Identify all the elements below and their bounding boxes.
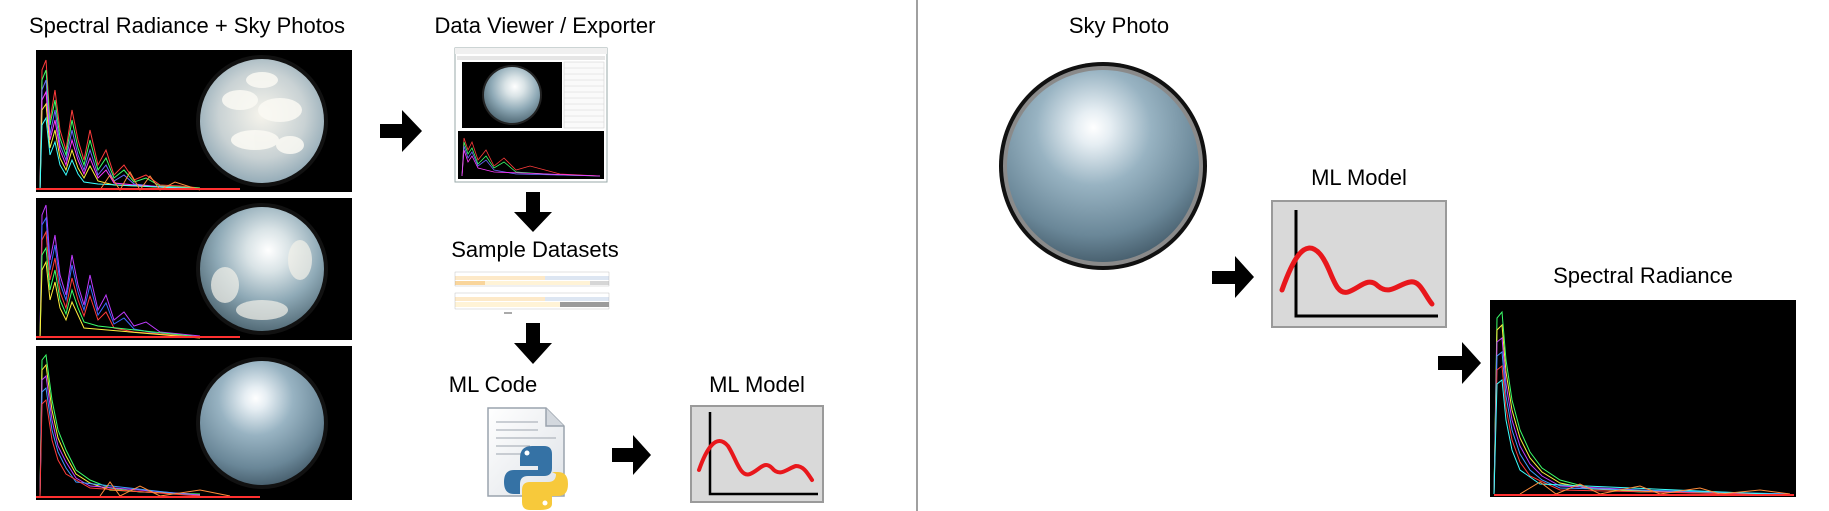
spectra-sky-image-2 — [36, 198, 352, 340]
spectra-sky-image-3 — [36, 346, 352, 500]
sky-photo-image — [999, 62, 1207, 270]
arrow-to-model-left — [612, 435, 651, 475]
output-label: Spectral Radiance — [1553, 263, 1733, 288]
arrow-to-datasets — [514, 192, 552, 232]
spectra-sky-image-1 — [36, 50, 352, 192]
model-label-left: ML Model — [709, 372, 805, 397]
code-label: ML Code — [449, 372, 537, 397]
arrow-to-viewer — [380, 110, 422, 152]
ml-model-chart-left — [690, 405, 824, 503]
model-label-right: ML Model — [1311, 165, 1407, 190]
stage1-label: Spectral Radiance + Sky Photos — [29, 13, 345, 38]
arrow-to-code — [514, 323, 552, 364]
viewer-label: Data Viewer / Exporter — [435, 13, 656, 38]
datasets-label: Sample Datasets — [451, 237, 619, 262]
arrow-to-output — [1438, 342, 1481, 384]
ml-model-chart-right — [1271, 200, 1447, 328]
python-file-icon — [487, 407, 568, 510]
arrow-to-model-right — [1212, 256, 1254, 298]
sample-datasets-thumbnail — [453, 271, 611, 317]
spectral-radiance-output — [1490, 300, 1796, 497]
data-viewer-thumbnail — [454, 47, 608, 183]
sky-photo-label: Sky Photo — [1069, 13, 1169, 38]
